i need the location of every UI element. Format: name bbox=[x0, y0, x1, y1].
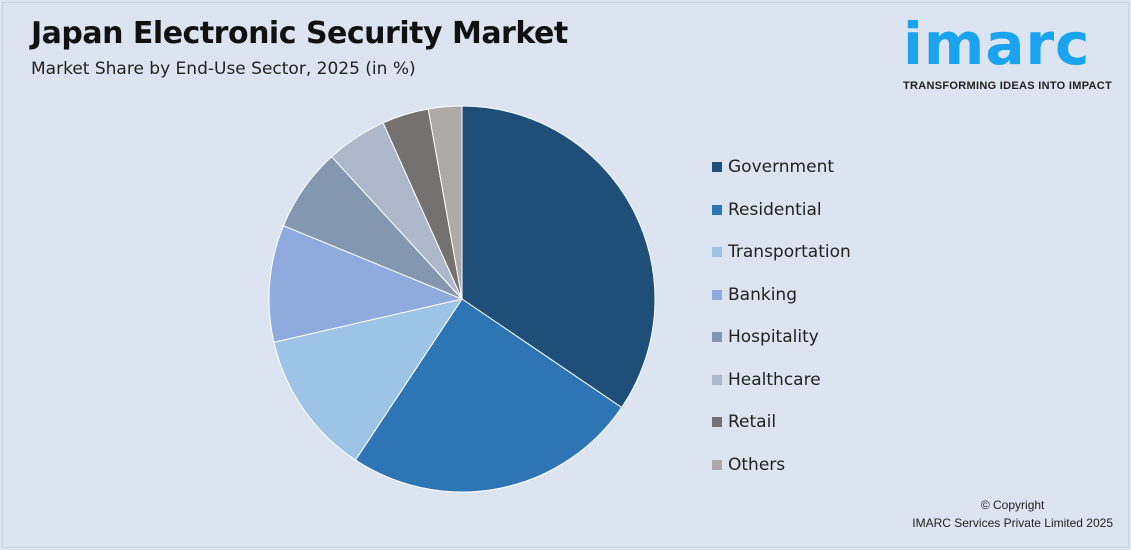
legend-label: Banking bbox=[728, 284, 797, 305]
logo-wordmark: imarc bbox=[903, 10, 1091, 78]
legend-swatch bbox=[712, 417, 722, 428]
legend-swatch bbox=[712, 162, 722, 173]
legend-item-government: Government bbox=[712, 146, 851, 189]
copyright-line2: IMARC Services Private Limited 2025 bbox=[912, 516, 1113, 530]
legend-swatch bbox=[712, 289, 722, 300]
legend-swatch bbox=[712, 247, 722, 258]
pie-slice-banking bbox=[268, 225, 464, 343]
pie-slice-residential bbox=[354, 298, 623, 493]
legend-swatch bbox=[712, 459, 722, 470]
pie-slice-transportation bbox=[273, 298, 464, 461]
legend-label: Healthcare bbox=[728, 369, 821, 390]
legend-item-others: Others bbox=[712, 444, 851, 487]
legend-item-transportation: Transportation bbox=[712, 231, 851, 274]
legend-label: Hospitality bbox=[728, 327, 819, 348]
legend-swatch bbox=[712, 374, 722, 385]
legend-swatch bbox=[712, 332, 722, 343]
pie-slice-government bbox=[461, 105, 656, 409]
legend-label: Transportation bbox=[728, 242, 851, 263]
legend-label: Residential bbox=[728, 199, 822, 220]
logo-tagline: TRANSFORMING IDEAS INTO IMPACT bbox=[903, 80, 1113, 92]
chart-subtitle: Market Share by End-Use Sector, 2025 (in… bbox=[31, 59, 416, 79]
legend: Government Residential Transportation Banki… bbox=[712, 146, 851, 486]
legend-item-residential: Residential bbox=[712, 189, 851, 232]
copyright: © Copyright IMARC Services Private Limit… bbox=[912, 496, 1113, 532]
imarc-logo: imarc TRANSFORMING IDEAS INTO IMPACT bbox=[903, 14, 1123, 92]
pie-slice-others bbox=[427, 105, 463, 300]
legend-item-retail: Retail bbox=[712, 401, 851, 444]
chart-title: Japan Electronic Security Market bbox=[31, 16, 568, 51]
legend-item-healthcare: Healthcare bbox=[712, 359, 851, 402]
legend-swatch bbox=[712, 204, 722, 215]
legend-label: Government bbox=[728, 157, 835, 178]
copyright-line1: © Copyright bbox=[980, 498, 1045, 512]
legend-item-banking: Banking bbox=[712, 274, 851, 317]
legend-item-hospitality: Hospitality bbox=[712, 316, 851, 359]
legend-label: Retail bbox=[728, 412, 777, 433]
legend-label: Others bbox=[728, 454, 786, 475]
